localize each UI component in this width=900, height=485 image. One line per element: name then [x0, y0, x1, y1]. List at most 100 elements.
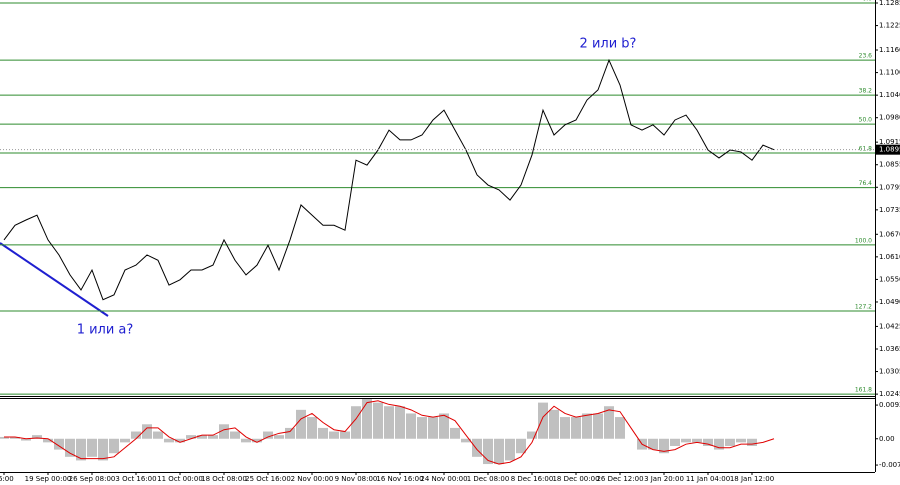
macd-bar [329, 431, 339, 439]
macd-bar [615, 417, 625, 439]
y-tick-label: 1.1160 [879, 46, 900, 54]
macd-bar [505, 438, 515, 461]
macd-bar [175, 438, 185, 443]
macd-bar [593, 413, 603, 439]
macd-bar [571, 417, 581, 439]
macd-bar [582, 413, 592, 439]
fib-label: 0.0 [862, 0, 872, 3]
y-tick-label: 1.0855 [879, 161, 900, 169]
y-tick-label: 1.0305 [879, 368, 900, 376]
x-tick-label: 26 Sep 08:00 [69, 475, 116, 483]
macd-y-tick-label: 0.00 [879, 435, 895, 443]
macd-bar [747, 438, 757, 446]
macd-bar [21, 438, 31, 441]
x-tick-label: 6:00 [0, 475, 14, 483]
macd-bar [362, 399, 372, 439]
fib-label: 76.4 [859, 180, 873, 187]
macd-bar [252, 438, 262, 443]
x-tick-label: 18 Jan 12:00 [730, 475, 774, 483]
macd-bar [43, 438, 53, 443]
macd-bar [32, 435, 42, 439]
macd-bar [692, 438, 702, 443]
macd-bar [659, 438, 669, 454]
fib-label: 127.2 [855, 304, 872, 311]
macd-bar [131, 431, 141, 439]
wave-line [0, 242, 109, 317]
current-price-box [876, 144, 900, 155]
macd-bar [538, 402, 548, 439]
y-tick-label: 1.0980 [879, 114, 900, 122]
macd-bar [120, 438, 130, 443]
macd-bar [714, 438, 724, 450]
x-tick-label: 1 Dec 08:00 [467, 475, 510, 483]
macd-bar [197, 435, 207, 439]
macd-bar [164, 438, 174, 443]
fib-label: 100.0 [855, 237, 872, 244]
macd-bar [703, 438, 713, 446]
x-tick-label: 19 Sep 00:00 [25, 475, 72, 483]
macd-bar [285, 427, 295, 439]
macd-bar [153, 431, 163, 439]
y-tick-label: 1.0670 [879, 230, 900, 238]
fib-label: 23.6 [859, 53, 873, 60]
macd-bar [65, 438, 75, 457]
macd-y-tick-label: 0.00932 [879, 401, 900, 409]
y-tick-label: 1.0795 [879, 183, 900, 191]
macd-bar [494, 438, 504, 465]
x-tick-label: 16 Nov 16:00 [376, 475, 423, 483]
x-tick-label: 26 Dec 12:00 [596, 475, 643, 483]
x-tick-label: 3 Oct 16:00 [115, 475, 156, 483]
macd-bar [439, 413, 449, 439]
y-tick-label: 1.0365 [879, 345, 900, 353]
macd-bar [307, 417, 317, 439]
fib-label: 50.0 [859, 117, 873, 124]
macd-bar [560, 417, 570, 439]
macd-bar [54, 438, 64, 450]
macd-bar [10, 436, 20, 439]
macd-bar [263, 431, 273, 439]
x-tick-label: 3 Jan 20:00 [644, 475, 684, 483]
macd-bar [351, 406, 361, 439]
x-tick-label: 2 Nov 00:00 [291, 475, 334, 483]
x-tick-label: 9 Nov 08:00 [335, 475, 378, 483]
macd-bar [208, 435, 218, 439]
y-tick-label: 1.1225 [879, 22, 900, 30]
macd-bar [318, 427, 328, 439]
fib-label: 61.8 [859, 146, 873, 153]
macd-bar [241, 438, 251, 443]
macd-bar [450, 427, 460, 439]
y-tick-label: 1.1285 [879, 0, 900, 7]
macd-bar [725, 438, 735, 446]
macd-bar [0, 436, 9, 439]
macd-bar [76, 438, 86, 461]
x-tick-label: 11 Oct 00:00 [157, 475, 203, 483]
x-tick-label: 24 Nov 00:00 [420, 475, 467, 483]
y-tick-label: 1.0550 [879, 275, 900, 283]
wave-label: 2 или b? [580, 37, 637, 52]
y-tick-label: 1.0610 [879, 253, 900, 261]
macd-bar [527, 431, 537, 439]
macd-bar [142, 424, 152, 439]
macd-bar [604, 406, 614, 439]
x-tick-label: 18 Oct 08:00 [201, 475, 247, 483]
price-line [3, 58, 775, 301]
macd-bar [549, 409, 559, 439]
macd-bar [472, 438, 482, 457]
macd-bar [648, 438, 658, 450]
macd-bar [340, 431, 350, 439]
y-tick-label: 1.0735 [879, 206, 900, 214]
macd-bar [736, 438, 746, 443]
x-tick-label: 18 Dec 00:00 [552, 475, 599, 483]
macd-bar [274, 435, 284, 439]
macd-bar [461, 438, 471, 443]
x-tick-label: 11 Jan 04:00 [686, 475, 730, 483]
wave-label: 1 или a? [77, 323, 134, 338]
macd-bar [428, 417, 438, 439]
macd-bar [516, 438, 526, 454]
macd-bar [417, 417, 427, 439]
y-tick-label: 1.0245 [879, 390, 900, 398]
macd-bar [406, 413, 416, 439]
macd-bar [483, 438, 493, 465]
macd-bar [87, 438, 97, 457]
